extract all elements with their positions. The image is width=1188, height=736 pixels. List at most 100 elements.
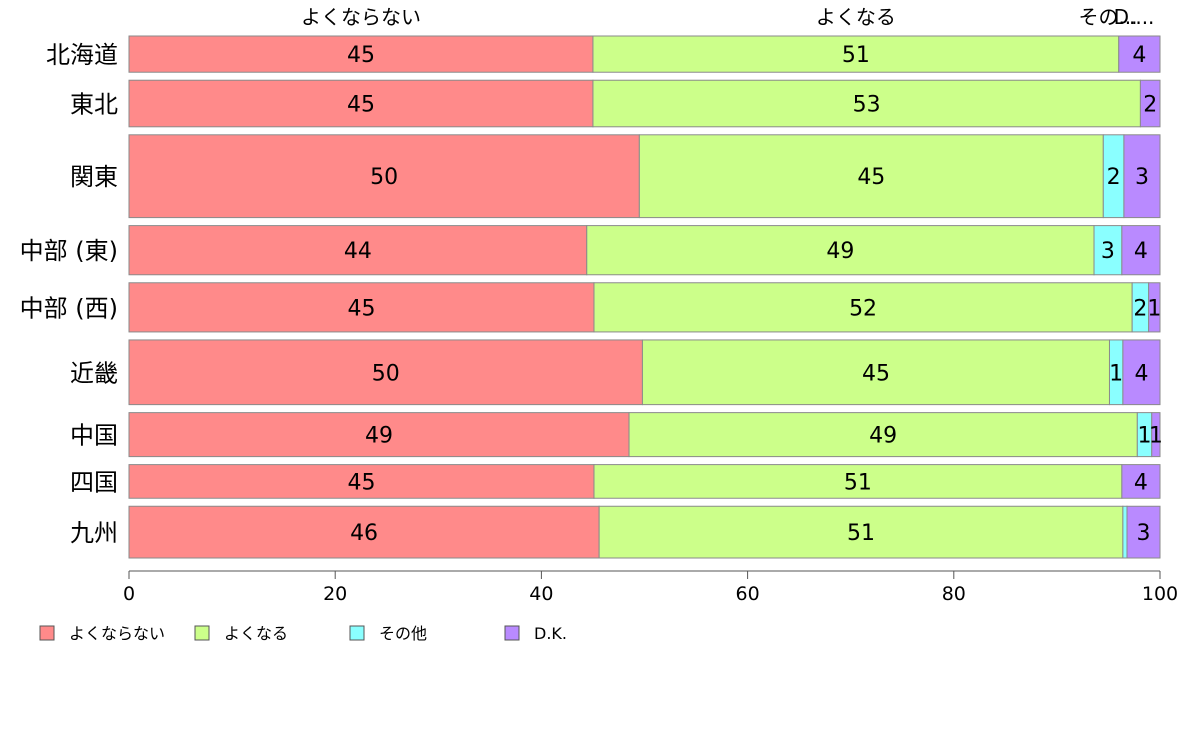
bar-segment	[1123, 134, 1161, 219]
category-label: 中部 (東)	[20, 237, 118, 265]
category-label: 関東	[70, 163, 118, 191]
data-label: 2	[1107, 165, 1121, 190]
legend-item: よくならない	[39, 624, 165, 643]
x-tick-label: 40	[529, 583, 553, 605]
data-label: 4	[1132, 43, 1146, 68]
legend-swatch	[194, 625, 210, 641]
data-label: 2	[1133, 296, 1147, 321]
data-label: 50	[372, 361, 400, 386]
legend-swatch	[504, 625, 520, 641]
data-label: 49	[826, 239, 854, 264]
series-top-label: よくなる	[816, 5, 896, 29]
bar-segment	[1126, 505, 1161, 559]
legend-item: D.K.	[504, 624, 567, 643]
bar-segment	[1139, 79, 1161, 128]
data-label: 45	[347, 296, 375, 321]
data-label: 1	[1138, 424, 1152, 449]
legend-swatch	[39, 625, 55, 641]
data-label: 4	[1134, 470, 1148, 495]
bar-row: 50 45 1 4	[128, 339, 1161, 406]
bar-segment	[128, 225, 588, 276]
data-label: 1	[1109, 361, 1123, 386]
legend: よくならない よくなる その他 D.K.	[39, 624, 567, 643]
bar-segment	[1148, 282, 1161, 333]
bar-segment	[128, 412, 630, 458]
bar-segment	[592, 79, 1141, 128]
legend-item: その他	[349, 624, 427, 643]
bars-group: 45 51 445 53 250 45 2 344 49 3 445 52 2 150 45 1 449 49 11…	[128, 35, 1163, 559]
series-top-label: よくならない	[301, 5, 421, 29]
bar-segment	[1093, 225, 1123, 276]
category-label: 四国	[70, 468, 118, 496]
bar-row: 45 51 4	[128, 464, 1161, 499]
data-label: 3	[1101, 239, 1115, 264]
data-label: 1	[1149, 424, 1163, 449]
bar-segment	[128, 505, 600, 559]
x-tick-label: 60	[736, 583, 760, 605]
legend-label: その他	[379, 624, 427, 643]
data-label: 49	[365, 424, 393, 449]
bar-segment	[593, 282, 1133, 333]
x-tick-label: 100	[1142, 583, 1178, 605]
bar-segment	[628, 412, 1138, 458]
bar-row: 45 53 2	[128, 79, 1161, 128]
legend-label: よくならない	[69, 624, 165, 643]
bar-segment	[1122, 505, 1128, 559]
category-label: 近畿	[70, 359, 118, 387]
series-top-label: D....	[1114, 5, 1155, 29]
bar-segment	[1121, 464, 1161, 499]
data-label: 45	[862, 361, 890, 386]
category-label: 九州	[70, 519, 118, 547]
data-label: 2	[1143, 93, 1157, 118]
bar-row: 44 49 3 4	[128, 225, 1161, 276]
bar-row: 45 52 2 1	[128, 282, 1161, 333]
bar-segment	[1122, 339, 1161, 406]
category-label: 中部 (西)	[20, 294, 118, 322]
bar-row: 49 49 11	[128, 412, 1163, 458]
data-label: 49	[869, 424, 897, 449]
bar-segment	[128, 339, 643, 406]
category-label: 中国	[70, 422, 118, 450]
bar-segment	[638, 134, 1104, 219]
data-label: 45	[347, 43, 375, 68]
bar-segment	[1118, 35, 1161, 73]
data-label: 1	[1147, 296, 1161, 321]
bar-segment	[1121, 225, 1161, 276]
bar-segment	[1151, 412, 1161, 458]
x-tick-label: 20	[323, 583, 347, 605]
data-label: 46	[350, 521, 378, 546]
x-axis: 0 20 40 60 80 100	[123, 570, 1178, 605]
data-label: 51	[844, 470, 872, 495]
legend-item: よくなる	[194, 624, 288, 643]
bar-segment	[128, 282, 595, 333]
data-label: 3	[1137, 521, 1151, 546]
data-label: 45	[347, 93, 375, 118]
bar-segment	[128, 79, 594, 128]
data-label: 45	[347, 470, 375, 495]
bar-segment	[592, 35, 1120, 73]
data-label: 4	[1134, 361, 1148, 386]
top-labels-group: よくならない よくなる その...D....	[301, 5, 1154, 29]
data-label: 53	[853, 93, 881, 118]
data-label: 44	[344, 239, 372, 264]
data-label: 52	[849, 296, 877, 321]
data-label: 45	[857, 165, 885, 190]
bar-segment	[128, 134, 640, 219]
x-tick-label: 0	[123, 583, 135, 605]
bar-segment	[593, 464, 1123, 499]
data-label: 51	[847, 521, 875, 546]
category-label: 東北	[70, 91, 118, 119]
data-label: 51	[842, 43, 870, 68]
series-top-label: その...	[1078, 5, 1137, 29]
bar-row: 50 45 2 3	[128, 134, 1161, 219]
bar-segment	[641, 339, 1110, 406]
legend-label: よくなる	[224, 624, 288, 643]
bar-row: 46 51 3	[128, 505, 1161, 559]
data-label: 50	[370, 165, 398, 190]
bar-segment	[128, 464, 595, 499]
legend-label: D.K.	[534, 624, 567, 643]
data-label: 3	[1135, 165, 1149, 190]
bar-row: 45 51 4	[128, 35, 1161, 73]
